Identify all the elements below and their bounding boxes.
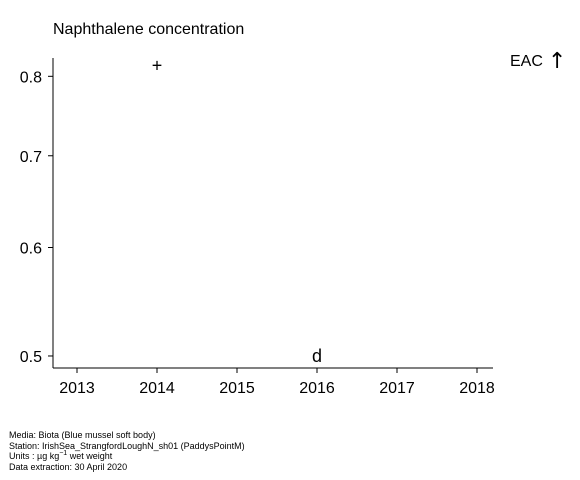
x-tick-label: 2017	[379, 380, 415, 397]
x-tick-label: 2014	[139, 380, 175, 397]
media-line: Media: Biota (Blue mussel soft body)	[9, 430, 156, 440]
x-tick-label: 2015	[219, 380, 255, 397]
chart-title: Naphthalene concentration	[53, 21, 244, 38]
eac-label: EAC	[510, 53, 543, 70]
station-line: Station: IrishSea_StrangfordLoughN_sh01 …	[9, 440, 245, 451]
y-axis-ticks: 0.5 0.6 0.7 0.8	[20, 69, 53, 366]
x-tick-label: 2013	[59, 380, 95, 397]
data-points: +d	[152, 55, 322, 366]
y-tick-label: 0.8	[20, 69, 42, 86]
units-prefix: Units : µg kg	[9, 451, 60, 461]
y-tick-label: 0.7	[20, 149, 42, 166]
metadata-footer: Media: Biota (Blue mussel soft body) Sta…	[9, 430, 245, 472]
y-tick-label: 0.5	[20, 349, 42, 366]
x-tick-label: 2018	[459, 380, 495, 397]
units-superscript: −1	[59, 450, 68, 457]
x-axis-ticks: 2013 2014 2015 2016 2017 2018	[59, 368, 495, 397]
units-line: Units : µg kg−1 wet weight	[9, 450, 245, 462]
x-tick-label: 2016	[299, 380, 335, 397]
data-point: d	[312, 346, 322, 366]
units-suffix: wet weight	[67, 451, 113, 461]
eac-arrow-icon: ↑	[548, 49, 566, 74]
data-point: +	[152, 55, 163, 75]
y-tick-label: 0.6	[20, 240, 42, 257]
extraction-line: Data extraction: 30 April 2020	[9, 461, 128, 472]
eac-indicator: EAC ↑	[510, 49, 566, 74]
